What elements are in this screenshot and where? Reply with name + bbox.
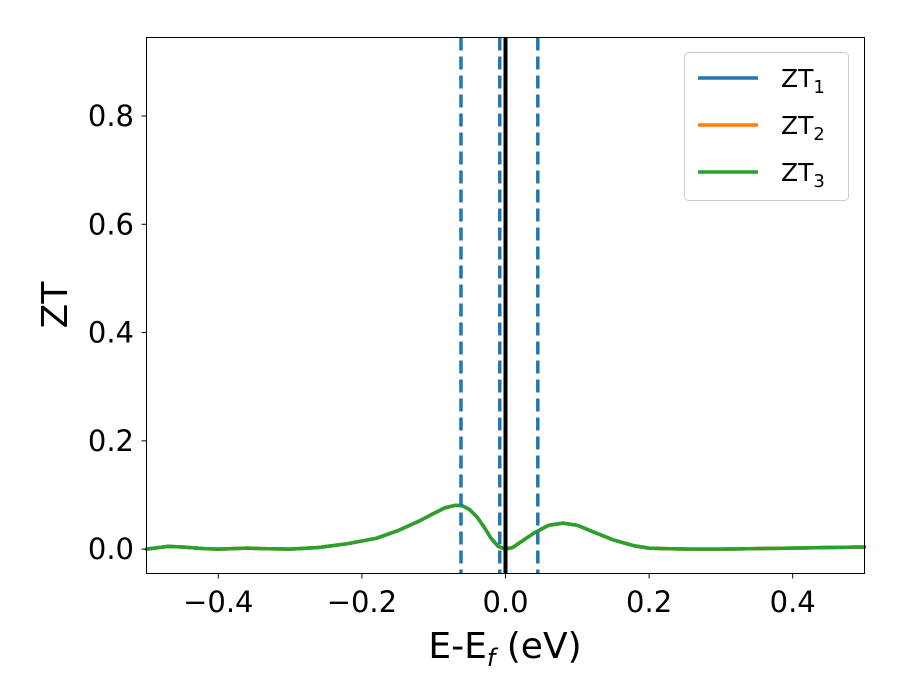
x-tick-label: 0.2 <box>626 585 672 619</box>
y-tick-label: 0.8 <box>88 99 134 133</box>
legend-label-zt2: ZT2 <box>781 111 825 145</box>
legend: ZT1 ZT2 ZT3 <box>684 52 849 201</box>
x-tick-label: −0.4 <box>183 585 253 619</box>
legend-box <box>684 52 849 201</box>
legend-label-zt3: ZT3 <box>781 158 825 192</box>
series-zt3-line <box>144 503 867 551</box>
x-axis-label: E-Ef (eV) <box>428 626 581 672</box>
y-tick-label: 0.0 <box>88 532 134 566</box>
y-axis-label: ZT <box>35 281 76 329</box>
y-tick-label: 0.4 <box>88 316 134 350</box>
x-tick-label: −0.2 <box>327 585 397 619</box>
x-tick-label: 0.4 <box>770 585 816 619</box>
y-tick-label: 0.6 <box>88 207 134 241</box>
x-tick-label: 0.0 <box>482 585 528 619</box>
legend-label-zt1: ZT1 <box>781 64 825 98</box>
y-tick-label: 0.2 <box>88 424 134 458</box>
